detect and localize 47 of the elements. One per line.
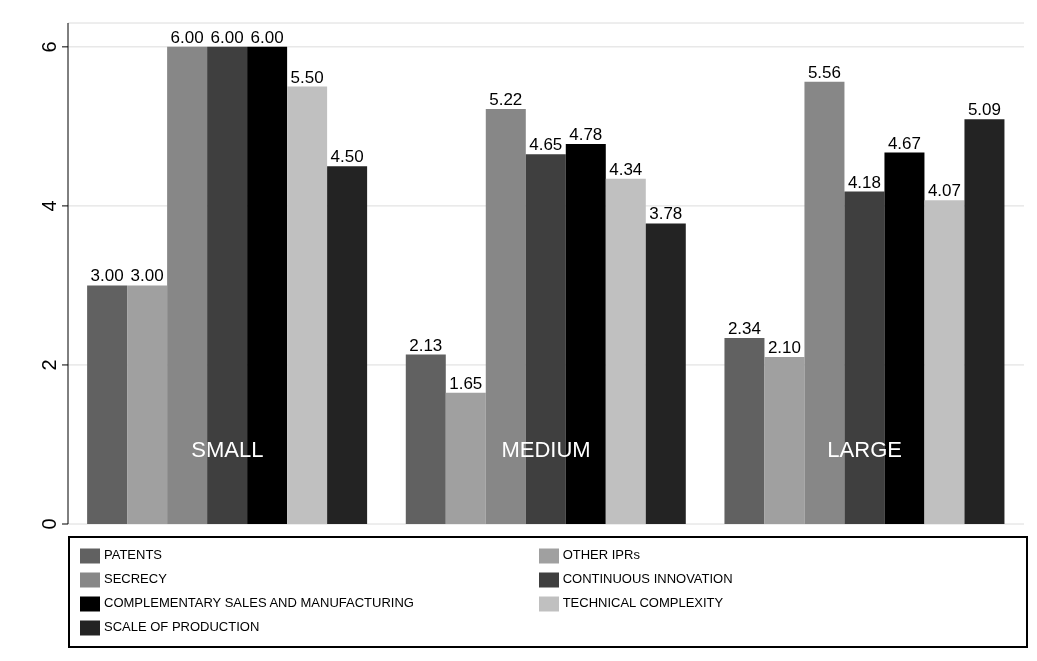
data-label: 4.65 [529, 135, 563, 155]
bar [964, 119, 1005, 524]
legend-label: PATENTS [104, 547, 163, 563]
x-tick-label: MEDIUM [501, 437, 591, 462]
data-label: 2.34 [727, 318, 761, 338]
bar [327, 166, 368, 524]
data-label: 4.78 [569, 124, 603, 144]
bar [405, 354, 446, 524]
bar [127, 285, 168, 524]
data-label: 6.00 [250, 27, 284, 47]
y-tick-label: 0 [38, 518, 60, 530]
data-label: 5.22 [489, 89, 523, 109]
bar [87, 285, 128, 524]
bar [287, 86, 328, 524]
legend-label: TECHNICAL COMPLEXITY [562, 595, 724, 611]
x-tick-label: SMALL [191, 437, 264, 462]
data-label: 4.34 [609, 159, 643, 179]
data-label: 3.00 [130, 266, 164, 286]
y-tick-label: 6 [38, 41, 60, 53]
bar [605, 178, 646, 524]
bar [445, 392, 486, 524]
legend-label: COMPLEMENTARY SALES AND MANUFACTURING [104, 595, 414, 611]
bar [764, 357, 805, 524]
y-tick-label: 2 [38, 359, 60, 371]
data-label: 5.56 [807, 62, 841, 82]
data-label: 4.07 [927, 181, 961, 201]
bar [724, 337, 765, 524]
data-label: 1.65 [449, 373, 483, 393]
legend-label: CONTINUOUS INNOVATION [562, 571, 733, 587]
data-label: 2.13 [409, 335, 443, 355]
bar [924, 200, 965, 524]
data-label: 5.50 [290, 67, 324, 87]
data-label: 4.18 [847, 172, 881, 192]
y-tick-label: 4 [38, 200, 60, 212]
legend-label: SCALE OF PRODUCTION [104, 619, 260, 635]
data-label: 5.09 [967, 100, 1001, 120]
data-label: 3.78 [649, 204, 683, 224]
legend-label: SECRECY [104, 571, 167, 587]
data-label: 3.00 [90, 266, 124, 286]
data-label: 2.10 [767, 338, 801, 357]
data-label: 4.67 [887, 133, 921, 153]
data-label: 6.00 [210, 27, 244, 47]
x-tick-label: LARGE [827, 437, 902, 462]
data-label: 6.00 [170, 27, 204, 47]
data-label: 4.50 [330, 147, 364, 167]
bar [645, 223, 686, 524]
legend-label: OTHER IPRs [562, 547, 640, 563]
